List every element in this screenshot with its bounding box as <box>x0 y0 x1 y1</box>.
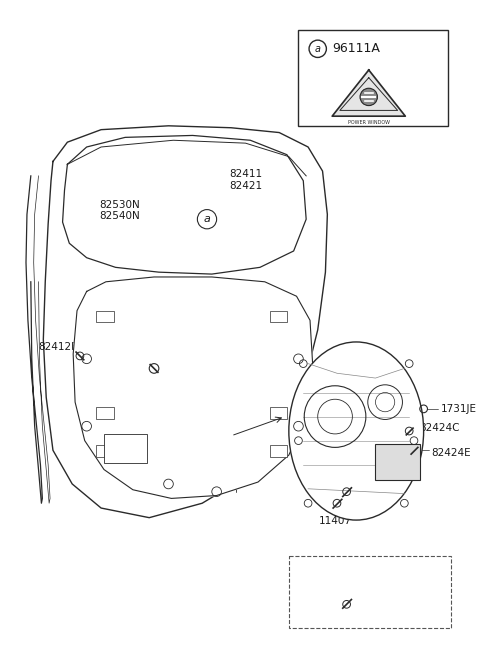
Polygon shape <box>43 126 327 518</box>
Text: 82424E: 82424E <box>432 448 471 458</box>
Text: a: a <box>315 44 321 54</box>
Text: 82421: 82421 <box>229 180 262 190</box>
Text: 11407: 11407 <box>319 516 351 525</box>
Text: 82530N: 82530N <box>99 200 140 210</box>
Bar <box>96 445 114 457</box>
FancyBboxPatch shape <box>374 445 420 480</box>
Text: 82450L: 82450L <box>347 458 385 468</box>
Text: POWER WINDOW: POWER WINDOW <box>348 120 390 125</box>
Ellipse shape <box>289 342 424 520</box>
Text: REF.60-760: REF.60-760 <box>207 426 265 436</box>
Text: 82460R: 82460R <box>347 469 387 480</box>
Bar <box>104 434 147 462</box>
Text: 82424C: 82424C <box>419 423 459 433</box>
Bar <box>96 407 114 419</box>
Circle shape <box>360 89 377 106</box>
Text: (110214-130603): (110214-130603) <box>330 566 409 575</box>
Polygon shape <box>73 277 313 499</box>
Bar <box>270 311 287 322</box>
Bar <box>270 445 287 457</box>
Text: 82471L: 82471L <box>287 361 326 371</box>
Text: 96111A: 96111A <box>332 42 380 55</box>
Text: 82411: 82411 <box>229 169 262 179</box>
Polygon shape <box>62 135 306 274</box>
Bar <box>270 407 287 419</box>
Bar <box>299 30 448 126</box>
Text: a: a <box>204 215 210 224</box>
Polygon shape <box>332 70 405 116</box>
Bar <box>96 311 114 322</box>
Text: 82412E: 82412E <box>38 342 78 352</box>
Text: 82540N: 82540N <box>99 211 140 221</box>
Text: 82473: 82473 <box>353 583 386 593</box>
Text: 82481R: 82481R <box>287 373 327 383</box>
Text: 11407: 11407 <box>159 344 192 354</box>
Text: 1731JE: 1731JE <box>441 404 477 414</box>
Bar <box>289 556 451 628</box>
